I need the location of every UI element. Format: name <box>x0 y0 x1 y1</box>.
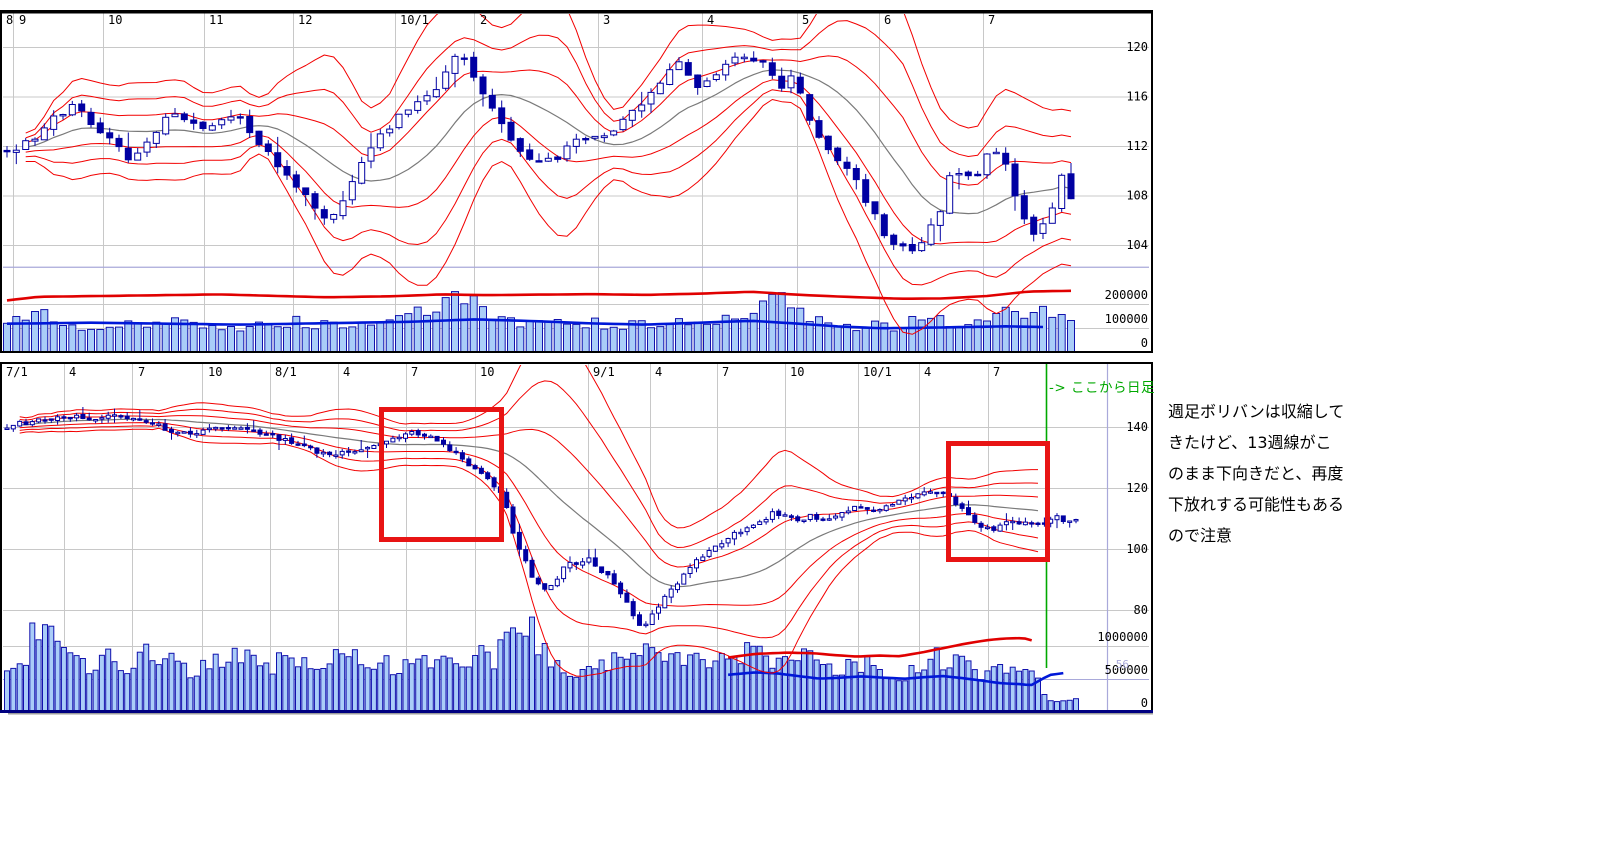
svg-text:7/1: 7/1 <box>6 365 28 379</box>
svg-text:10: 10 <box>108 13 122 27</box>
extra-value-label: 56 <box>1116 658 1129 671</box>
svg-text:140: 140 <box>1126 420 1148 434</box>
svg-text:12: 12 <box>298 13 312 27</box>
volume-bars <box>3 291 1075 353</box>
volume-bars <box>4 616 1079 713</box>
svg-text:120: 120 <box>1126 40 1148 54</box>
svg-text:6: 6 <box>884 13 891 27</box>
analysis-note: 週足ボリバンは収縮して きたけど、13週線がこ のまま下向きだと、再度 下放れす… <box>1168 396 1344 551</box>
chart-border <box>0 362 1153 715</box>
note-line: きたけど、13週線がこ <box>1168 433 1332 452</box>
svg-text:4: 4 <box>343 365 350 379</box>
chart-border <box>0 10 1153 353</box>
svg-text:11: 11 <box>209 13 223 27</box>
volume-ma-blue <box>6 318 1044 330</box>
note-line: のまま下向きだと、再度 <box>1168 464 1344 483</box>
note-line: ので注意 <box>1168 526 1233 545</box>
candles <box>3 51 1075 254</box>
highlight-box <box>946 441 1050 562</box>
svg-text:100000: 100000 <box>1105 312 1148 326</box>
svg-text:120: 120 <box>1126 481 1148 495</box>
svg-text:8: 8 <box>6 13 13 27</box>
svg-text:7: 7 <box>411 365 418 379</box>
svg-text:104: 104 <box>1126 238 1148 252</box>
svg-text:5: 5 <box>802 13 809 27</box>
daily-marker-label: -> ここから日足 <box>1049 380 1155 396</box>
svg-text:10/1: 10/1 <box>400 13 429 27</box>
svg-text:10: 10 <box>790 365 804 379</box>
svg-text:9/1: 9/1 <box>593 365 615 379</box>
svg-text:4: 4 <box>924 365 931 379</box>
weekly-chart: 8 9 10 11 12 10/1 2 3 4 5 6 7 120 116 112 108 104 200000 1… <box>0 10 1153 353</box>
svg-text:8/1: 8/1 <box>275 365 297 379</box>
svg-text:0: 0 <box>1141 336 1148 350</box>
svg-text:4: 4 <box>707 13 714 27</box>
svg-text:100: 100 <box>1126 542 1148 556</box>
svg-text:4: 4 <box>655 365 662 379</box>
candles <box>4 407 1079 628</box>
svg-text:3: 3 <box>603 13 610 27</box>
note-line: 週足ボリバンは収縮して <box>1168 402 1345 421</box>
svg-text:4: 4 <box>69 365 76 379</box>
volume-ma-red <box>727 636 1033 659</box>
volume-ma-red <box>6 289 1072 302</box>
svg-text:108: 108 <box>1126 189 1148 203</box>
axis-labels: 7/1 4 7 10 8/1 4 7 10 9/1 4 7 10 10/1 4 7 140 120 100 80 10… <box>6 365 1148 710</box>
svg-text:9: 9 <box>19 13 26 27</box>
volume-ma-blue <box>727 671 1064 687</box>
svg-text:112: 112 <box>1126 139 1148 153</box>
svg-text:10: 10 <box>480 365 494 379</box>
svg-text:7: 7 <box>988 13 995 27</box>
svg-text:2: 2 <box>480 13 487 27</box>
note-line: 下放れする可能性もある <box>1168 495 1345 514</box>
svg-text:7: 7 <box>138 365 145 379</box>
svg-text:200000: 200000 <box>1105 288 1148 302</box>
axis-labels: 8 9 10 11 12 10/1 2 3 4 5 6 7 120 116 112 108 104 200000 1… <box>6 13 1148 350</box>
svg-text:7: 7 <box>993 365 1000 379</box>
svg-text:116: 116 <box>1126 90 1148 104</box>
highlight-box <box>379 407 504 542</box>
svg-text:1000000: 1000000 <box>1097 630 1148 644</box>
svg-text:7: 7 <box>722 365 729 379</box>
daily-chart: 7/1 4 7 10 8/1 4 7 10 9/1 4 7 10 10/1 4 7 140 120 100 80 10… <box>0 362 1153 715</box>
svg-text:10: 10 <box>208 365 222 379</box>
svg-text:80: 80 <box>1134 603 1148 617</box>
bollinger-bands <box>25 14 1072 335</box>
svg-text:0: 0 <box>1141 696 1148 710</box>
svg-text:500000: 500000 <box>1105 663 1148 677</box>
svg-text:10/1: 10/1 <box>863 365 892 379</box>
